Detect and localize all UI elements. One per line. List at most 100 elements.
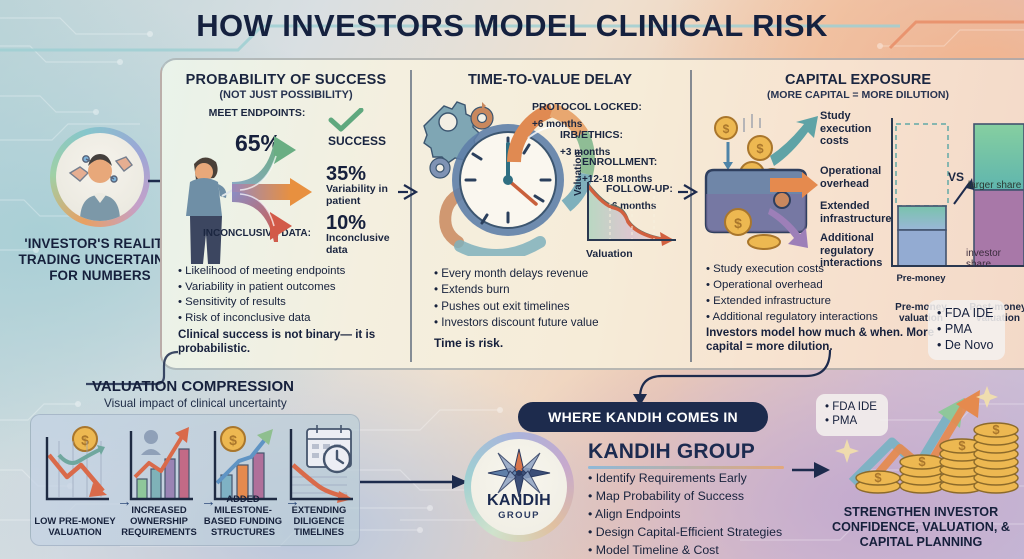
list-item: Investors discount future value (434, 315, 684, 331)
panel-divider-2 (690, 70, 692, 362)
valuation-compression-strip: $ LOW PRE-MONEY VALUATION → (30, 414, 360, 546)
panel-subtitle-capital: (MORE CAPITAL = MORE DILUTION) (767, 89, 949, 101)
list-item: Model Timeline & Cost (588, 542, 888, 559)
where-kandih-comes-in-pill: WHERE KANDIH COMES IN (518, 402, 768, 432)
bar-segment-investor-share: investor share (966, 248, 1002, 270)
list-item: Risk of inconclusive data (178, 311, 402, 327)
list-item: Design Capital-Efficient Strategies (588, 524, 888, 542)
panel-title-capital: CAPITAL EXPOSURE (784, 72, 932, 88)
vc-card-low-premoney: $ LOW PRE-MONEY VALUATION (34, 421, 116, 541)
capital-footer: Investors model how much & when. More ca… (706, 326, 935, 354)
vc-card-extending-diligence: EXTENDING DILIGENCE TIMELINES (281, 421, 357, 541)
panel-subtitle-probability: (NOT JUST POSSIBILITY) (219, 89, 353, 101)
delay-stage: FOLLOW-UP: (606, 183, 673, 195)
valuation-compression-title: VALUATION COMPRESSION (92, 378, 294, 395)
valuation-chart-y-label: Valuation (573, 151, 584, 196)
capital-bullet-list: Study execution costs Operational overhe… (706, 262, 932, 326)
vc-arrow-2: → (201, 493, 216, 510)
calendar-clock-decline-icon (289, 425, 353, 503)
vc-arrow-1: → (117, 493, 132, 510)
svg-text:$: $ (756, 141, 764, 156)
svg-text:$: $ (918, 454, 926, 469)
delay-item-enrollment: ENROLLMENT: +12-18 months (582, 156, 658, 186)
svg-text:$: $ (229, 432, 237, 448)
declining-line-chart-icon: $ (45, 426, 109, 501)
list-item: Map Probability of Success (588, 488, 888, 506)
vc-card-label: LOW PRE-MONEY VALUATION (34, 514, 116, 537)
vc-arrow-3: → (285, 493, 300, 510)
delay-arc-segments (507, 103, 595, 212)
valuation-decline-chart (586, 182, 676, 246)
kandih-logo-subtitle: GROUP (498, 510, 540, 521)
bar-segment-larger-share: larger share (968, 180, 1022, 191)
branching-outcome-arrows (232, 136, 312, 242)
list-item: Likelihood of meeting endpoints (178, 264, 402, 280)
outcome-10-label: Inconclusive data (326, 232, 390, 256)
delay-duration: +12-18 months (582, 173, 653, 185)
vc-card-label: INCREASED OWNERSHIP REQUIREMENTS (121, 503, 197, 537)
header-accent-lines (0, 20, 1024, 52)
outcome-label: STRENGTHEN INVESTOR CONFIDENCE, VALUATIO… (832, 505, 1010, 550)
vc-card-label: ADDED MILESTONE-BASED FUNDING STRUCTURES (203, 492, 283, 537)
delay-stage: PROTOCOL LOCKED: (532, 101, 642, 113)
list-item: Sensitivity of results (178, 295, 402, 311)
panel-time-to-value-delay: TIME-TO-VALUE DELAY (410, 60, 690, 372)
capital-driver-1: Study execution costs (820, 110, 872, 148)
analyst-figure-icon (186, 157, 233, 264)
panel-capital-exposure: CAPITAL EXPOSURE (MORE CAPITAL = MORE DI… (690, 60, 1024, 372)
connector-arrow-panel2-3 (678, 184, 699, 200)
vc-card-milestone-funding: $ ADDED MILESTONE-BASED FUNDING STRUCTUR… (204, 421, 282, 541)
badge-item: FDA IDE (825, 400, 877, 414)
capital-driver-3: Extended infrastructure (820, 200, 892, 225)
delay-stage: IRB/ETHICS: (560, 129, 623, 141)
svg-text:$: $ (734, 215, 742, 231)
delay-item-followup: FOLLOW-UP: +6 months (606, 183, 673, 213)
badge-item: De Novo (937, 338, 994, 354)
panel-divider-1 (410, 70, 412, 362)
time-bullet-list: Every month delays revenue Extends burn … (434, 266, 684, 332)
meet-endpoints-label: MEET ENDPOINTS: (208, 107, 306, 119)
kandih-title-rule (588, 466, 784, 469)
panel-probability-of-success: PROBABILITY OF SUCCESS (NOT JUST POSSIBI… (162, 60, 410, 372)
time-footer: Time is risk. (434, 336, 504, 350)
kandih-group-title: KANDIH GROUP (588, 440, 755, 463)
list-item: Variability in patient outcomes (178, 280, 402, 296)
valuation-chart-x-label: Valuation (586, 248, 633, 260)
vc-card-increased-ownership: INCREASED OWNERSHIP REQUIREMENTS (121, 421, 197, 541)
delay-stage: ENROLLMENT: (582, 156, 658, 168)
svg-text:$: $ (958, 438, 966, 453)
list-item: Align Endpoints (588, 506, 888, 524)
dilution-bar-chart (891, 118, 1024, 267)
inconclusive-data-label: INCONCLUSIVE DATA: (203, 228, 311, 239)
outcome-10-value: 10% (326, 212, 367, 234)
probability-bullet-list: Likelihood of meeting endpoints Variabil… (178, 264, 402, 327)
regulatory-badge-bottom: FDA IDE PMA (816, 394, 888, 436)
list-item: Every month delays revenue (434, 266, 684, 282)
delay-item-irb: IRB/ETHICS: +3 months (560, 129, 623, 159)
compass-rose-icon (487, 448, 551, 498)
badge-item: PMA (825, 414, 877, 428)
delay-duration: +3 months (560, 146, 611, 158)
list-item: Study execution costs (706, 262, 932, 278)
header-band: HOW INVESTORS MODEL CLINICAL RISK (0, 0, 1024, 58)
vc-card-label: EXTENDING DILIGENCE TIMELINES (291, 503, 347, 537)
rising-bar-chart-coin-icon: $ (213, 426, 277, 501)
clock-gears-icon (423, 101, 564, 256)
kandih-logo-name: KANDIH (486, 492, 552, 509)
rising-bar-chart-person-icon (129, 427, 193, 501)
kandih-services-list: Identify Requirements Early Map Probabil… (588, 470, 888, 559)
capital-driver-2: Operational overhead (820, 165, 882, 190)
bar-vs-label: VS (948, 170, 965, 184)
kandih-logo: KANDIH GROUP (464, 432, 574, 542)
probability-footer: Clinical success is not binary— it is pr… (178, 328, 376, 356)
valuation-compression-subtitle: Visual impact of clinical uncertainty (104, 396, 287, 410)
badge-item: FDA IDE (937, 306, 994, 322)
outcome-success-label: SUCCESS (328, 134, 387, 148)
list-item: Additional regulatory interactions (706, 310, 932, 326)
svg-text:$: $ (992, 422, 1000, 437)
svg-text:$: $ (874, 470, 882, 485)
coin-stacks-rising-arrows-icon: $ $ $ $ (835, 386, 1019, 494)
regulatory-badge-top: FDA IDE PMA De Novo (928, 300, 1005, 361)
list-item: Identify Requirements Early (588, 470, 888, 488)
